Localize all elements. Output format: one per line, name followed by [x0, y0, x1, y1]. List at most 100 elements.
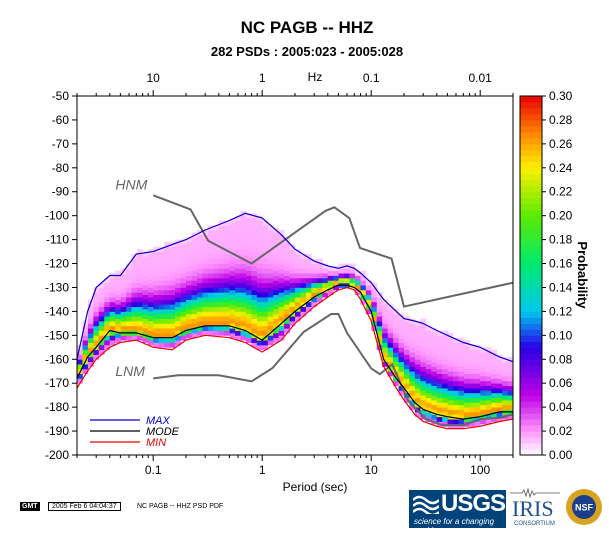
heatmap-cell — [453, 385, 459, 391]
heatmap-cell — [333, 275, 339, 281]
heatmap-cell — [425, 340, 432, 346]
colorbar-segment — [520, 293, 542, 300]
heatmap-cell — [491, 411, 498, 418]
heatmap-cell — [480, 409, 487, 415]
heatmap-cell — [295, 253, 301, 260]
heatmap-cell — [186, 256, 192, 262]
heatmap-cell — [191, 265, 198, 272]
heatmap-cell — [229, 280, 236, 286]
heatmap-cell — [245, 328, 252, 334]
heatmap-cell — [344, 268, 350, 274]
heatmap-cell — [447, 366, 454, 372]
colorbar-segment — [520, 305, 542, 312]
heatmap-cell — [77, 359, 83, 365]
heatmap-cell — [77, 354, 83, 360]
heatmap-cell — [202, 258, 209, 264]
heatmap-cell — [109, 297, 116, 303]
heatmap-cell — [327, 280, 334, 286]
heatmap-cell — [224, 277, 230, 284]
heatmap-cell — [349, 273, 356, 279]
heatmap-cell — [458, 395, 465, 401]
heatmap-cell — [164, 294, 171, 300]
heatmap-cell — [409, 337, 416, 343]
heatmap-cell — [278, 311, 285, 317]
heatmap-cell — [365, 280, 372, 286]
heatmap-cell — [235, 335, 241, 341]
heatmap-cell — [196, 253, 203, 260]
heatmap-cell — [240, 220, 247, 226]
heatmap-cell — [463, 411, 470, 418]
heatmap-cell — [164, 241, 171, 248]
heatmap-cell — [463, 378, 470, 384]
heatmap-cell — [502, 399, 508, 406]
heatmap-cell — [175, 335, 181, 341]
heatmap-cell — [202, 277, 209, 284]
heatmap-cell — [425, 378, 432, 384]
heatmap-cell — [267, 273, 274, 279]
heatmap-cell — [164, 251, 171, 257]
legend-label-max: MAX — [146, 415, 171, 427]
heatmap-cell — [447, 399, 454, 406]
heatmap-cell — [153, 342, 160, 348]
heatmap-cell — [115, 323, 121, 329]
heatmap-cell — [469, 359, 476, 365]
heatmap-cell — [98, 320, 105, 327]
usgs-text: USGS — [441, 490, 506, 517]
heatmap-cell — [213, 330, 220, 336]
heatmap-cell — [322, 277, 329, 284]
heatmap-cell — [425, 402, 432, 408]
colorbar-segment — [520, 365, 542, 372]
heatmap-cell — [202, 311, 209, 317]
heatmap-cell — [245, 304, 252, 310]
heatmap-cell — [371, 282, 378, 288]
heatmap-cell — [229, 318, 236, 324]
heatmap-cell — [305, 301, 312, 308]
heatmap-cell — [463, 340, 470, 346]
heatmap-cell — [382, 342, 389, 348]
heatmap-cell — [240, 335, 247, 341]
heatmap-cell — [153, 246, 160, 252]
heatmap-cell — [142, 309, 149, 315]
heatmap-cell — [109, 330, 116, 336]
heatmap-cell — [485, 371, 492, 377]
heatmap-cell — [333, 280, 339, 286]
heatmap-cell — [158, 285, 165, 291]
heatmap-cell — [447, 347, 454, 353]
heatmap-cell — [136, 273, 143, 279]
heatmap-cell — [98, 292, 105, 298]
heatmap-cell — [404, 364, 410, 370]
heatmap-cell — [104, 311, 111, 317]
heatmap-cell — [180, 258, 187, 264]
colorbar-segment — [520, 353, 542, 360]
heatmap-cell — [256, 320, 263, 327]
heatmap-cell — [289, 320, 296, 327]
heatmap-cell — [240, 273, 247, 279]
heatmap-cell — [458, 409, 465, 415]
heatmap-cell — [463, 397, 470, 403]
heatmap-cell — [235, 287, 241, 293]
heatmap-cell — [147, 258, 154, 264]
colorbar-tick-label: 0.02 — [549, 424, 573, 438]
heatmap-cell — [126, 301, 132, 308]
heatmap-cell — [295, 287, 301, 293]
heatmap-cell — [344, 277, 350, 284]
heatmap-cell — [169, 280, 176, 286]
chart-subtitle: 282 PSDs : 2005:023 - 2005:028 — [211, 44, 403, 59]
heatmap-cell — [436, 344, 443, 351]
heatmap-cell — [273, 261, 280, 267]
heatmap-cell — [109, 340, 116, 346]
heatmap-cell — [93, 340, 100, 346]
heatmap-cell — [93, 306, 100, 312]
heatmap-cell — [349, 277, 356, 284]
heatmap-cell — [126, 287, 132, 293]
heatmap-cell — [447, 356, 454, 363]
heatmap-cell — [409, 395, 416, 401]
colorbar-segment — [520, 359, 542, 366]
heatmap-cell — [262, 301, 269, 308]
heatmap-cell — [404, 349, 410, 355]
heatmap-cell — [158, 328, 165, 334]
colorbar-tick-label: 0.22 — [549, 185, 573, 199]
heatmap-cell — [382, 313, 389, 319]
heatmap-cell — [491, 354, 498, 360]
heatmap-cell — [136, 253, 143, 260]
